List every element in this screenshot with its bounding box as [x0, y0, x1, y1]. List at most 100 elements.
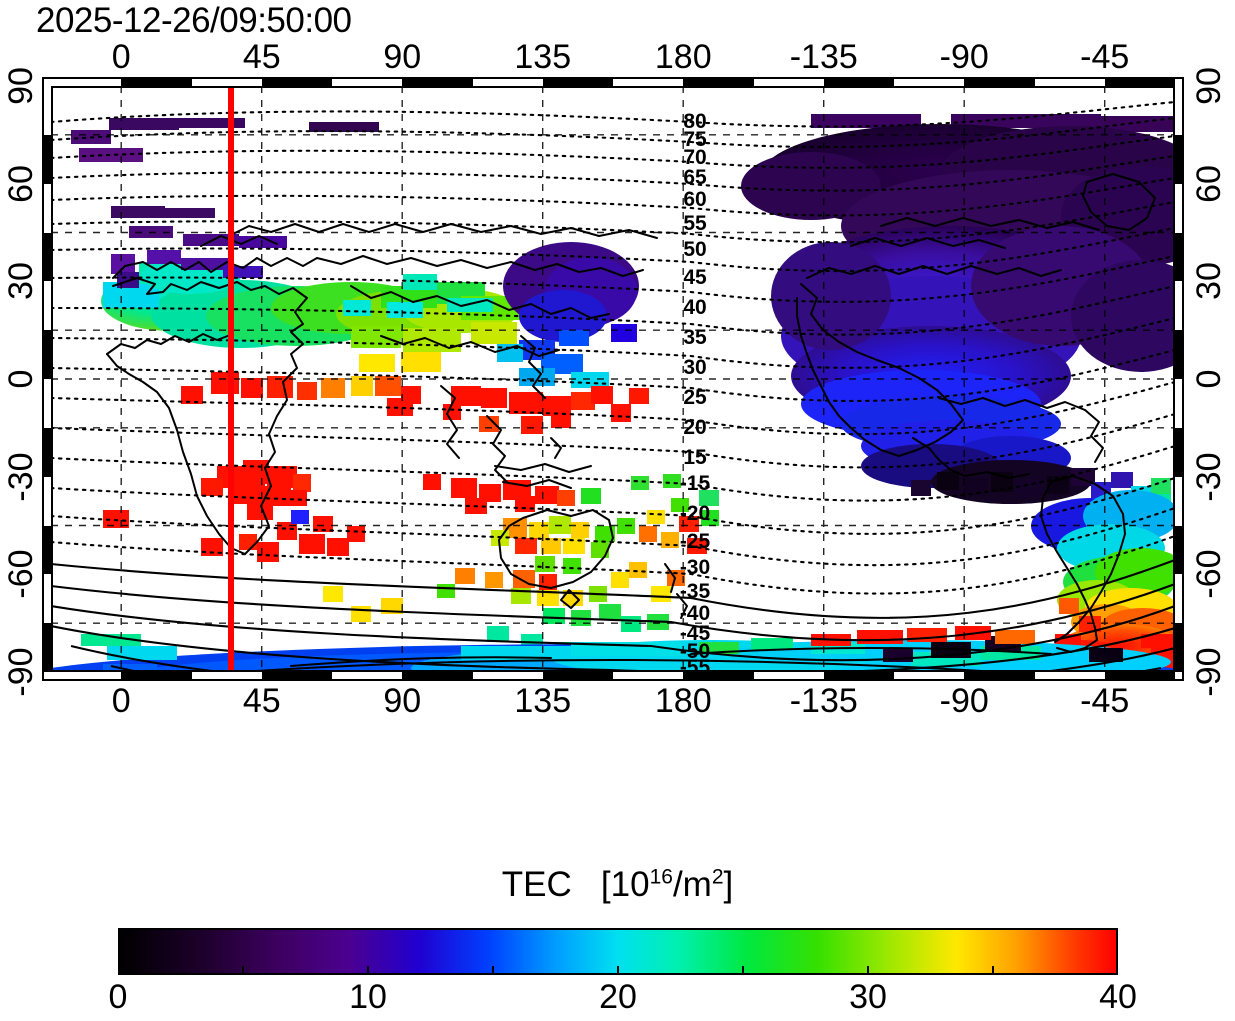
left-axis-tick: -60 [2, 549, 40, 599]
colorbar-tick-label: 30 [849, 978, 887, 1016]
frame-tick-right [1175, 281, 1184, 331]
frame-tick-top [1034, 77, 1105, 86]
frame-tick-bottom [51, 672, 122, 681]
frame-tick-right [1175, 623, 1184, 672]
frame-tick-top [332, 77, 403, 86]
right-axis-tick: -60 [1190, 549, 1228, 599]
map-canvas: 80 75 70 65 60 55 50 45 40 35 30 25 20 1… [51, 86, 1175, 672]
tec-data-layer [51, 114, 1175, 672]
bottom-axis-tick: -90 [939, 682, 989, 720]
bottom-axis-tick: -135 [789, 682, 858, 720]
svg-text:45: 45 [683, 266, 707, 289]
bottom-axis-tick: -45 [1080, 682, 1130, 720]
top-axis-tick: 135 [514, 38, 572, 76]
svg-text:-20: -20 [680, 502, 710, 525]
frame-tick-left [42, 232, 51, 282]
frame-tick-top [191, 77, 262, 86]
frame-tick-bottom [823, 672, 894, 681]
svg-text:-15: -15 [680, 472, 711, 495]
frame-tick-right [1175, 183, 1184, 233]
svg-text:75: 75 [683, 128, 707, 151]
right-axis-tick: -30 [1190, 452, 1228, 502]
top-axis-tick: -45 [1080, 38, 1130, 76]
colorbar-unit-mantissa: [10 [600, 865, 650, 904]
coastlines [106, 173, 1156, 672]
frame-tick-bottom [542, 672, 613, 681]
frame-tick-right [1175, 574, 1184, 624]
right-axis-tick: 90 [1190, 67, 1228, 105]
frame-tick-top [121, 77, 192, 86]
frame-tick-left [42, 427, 51, 477]
frame-tick-left [42, 379, 51, 428]
left-axis-tick: 60 [2, 164, 40, 203]
frame-tick-right [1175, 476, 1184, 526]
frame-tick-left [42, 476, 51, 526]
bottom-axis-tick: 45 [242, 682, 281, 720]
colorbar[interactable] [118, 928, 1118, 975]
frame-tick-right [1175, 379, 1184, 428]
frame-tick-left [42, 281, 51, 331]
frame-tick-left [42, 525, 51, 575]
colorbar-unit-exponent: 16 [649, 865, 673, 889]
svg-text:50: 50 [683, 238, 706, 261]
svg-text:-25: -25 [680, 530, 711, 553]
frame-tick-bottom [753, 672, 824, 681]
frame-tick-top [1104, 77, 1175, 86]
svg-text:-35: -35 [680, 580, 711, 603]
top-axis-tick: 45 [242, 38, 281, 76]
colorbar-tick-label: 10 [349, 978, 387, 1016]
frame-tick-top [964, 77, 1035, 86]
colorbar-title-text: TEC [501, 865, 572, 904]
colorbar-tick-label: 0 [108, 978, 128, 1016]
top-axis-tick: 0 [111, 38, 131, 76]
left-axis-tick: -30 [2, 452, 40, 502]
top-axis-tick: 180 [654, 38, 712, 76]
colorbar-tick [867, 966, 869, 975]
colorbar-tick [242, 966, 244, 975]
svg-text:55: 55 [683, 212, 707, 235]
colorbar-tick-label: 40 [1099, 978, 1137, 1016]
page-title: 2025-12-26/09:50:00 [36, 1, 352, 40]
svg-text:25: 25 [683, 386, 707, 409]
svg-text:35: 35 [683, 326, 707, 349]
svg-text:15: 15 [683, 446, 707, 469]
frame-tick-left [42, 330, 51, 379]
frame-tick-top [753, 77, 824, 86]
bottom-axis-tick: 180 [654, 682, 712, 720]
right-axis-tick: 60 [1190, 164, 1228, 203]
svg-text:-45: -45 [680, 622, 711, 645]
right-axis-tick: -90 [1190, 647, 1228, 697]
frame-tick-bottom [1034, 672, 1105, 681]
top-axis-tick: 90 [383, 38, 422, 76]
left-axis-tick: 30 [2, 262, 40, 301]
colorbar-tick [617, 966, 619, 975]
map-svg: 80 75 70 65 60 55 50 45 40 35 30 25 20 1… [51, 86, 1175, 672]
colorbar-title: TEC [1016/m2] [0, 866, 1235, 904]
frame-tick-top [894, 77, 965, 86]
frame-tick-top [402, 77, 473, 86]
frame-tick-top [542, 77, 613, 86]
top-axis-tick: -90 [939, 38, 989, 76]
frame-tick-right [1175, 330, 1184, 379]
bottom-axis-tick: 90 [383, 682, 422, 720]
colorbar-tick-label: 20 [599, 978, 637, 1016]
colorbar-tick [492, 966, 494, 975]
left-axis-tick: -90 [2, 647, 40, 697]
frame-tick-bottom [402, 672, 473, 681]
colorbar-tick [367, 966, 369, 975]
frame-tick-bottom [613, 672, 684, 681]
colorbar-unit-tail-exponent: 2 [711, 865, 724, 889]
frame-tick-bottom [472, 672, 543, 681]
colorbar-unit-tail: /m [672, 865, 712, 904]
right-axis-tick: 0 [1190, 369, 1228, 389]
map-plot-area[interactable]: 80 75 70 65 60 55 50 45 40 35 30 25 20 1… [42, 77, 1184, 681]
frame-tick-bottom [332, 672, 403, 681]
svg-text:-40: -40 [680, 602, 710, 625]
colorbar-tick [742, 966, 744, 975]
frame-tick-bottom [191, 672, 262, 681]
geomagnetic-contours [51, 100, 1175, 595]
colorbar-unit-close: ] [723, 865, 734, 904]
frame-tick-top [261, 77, 332, 86]
frame-tick-left [42, 574, 51, 624]
